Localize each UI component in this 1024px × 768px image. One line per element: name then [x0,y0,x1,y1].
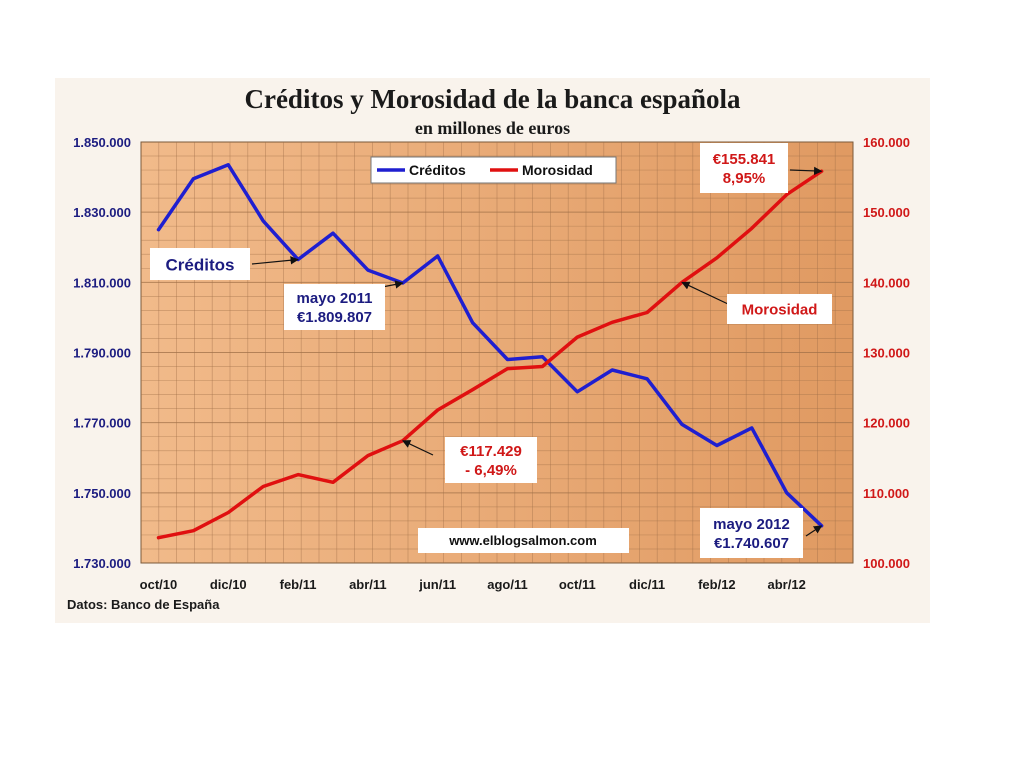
right-tick-label: 100.000 [863,556,910,571]
annotation-text: €117.429 [460,443,522,460]
annotation-box [727,294,832,324]
annotation-box [150,248,250,280]
left-axis-ticks: 1.730.000 1.750.000 1.770.000 1.790.000 1.81… [73,135,131,571]
data-source: Datos: Banco de España [67,597,220,612]
right-tick-label: 120.000 [863,416,910,431]
annotation-text: Morosidad [742,302,818,319]
annotation-credit-end: mayo 2012 €1.740.607 [700,508,823,558]
annotations: Créditos mayo 2011 €1.809.807 €117.429 - 6,4… [150,143,832,558]
x-tick-label: abr/12 [768,577,806,592]
annotation-arrow [402,440,434,456]
x-tick-label: dic/11 [629,577,665,592]
x-tick-label: ago/11 [487,577,527,592]
annotation-box [700,143,788,193]
right-tick-label: 160.000 [863,135,910,150]
annotation-arrow [789,166,823,176]
right-axis-ticks: 100.000 110.000 120.000 130.000 140.000 150.0… [863,135,910,571]
annotation-arrow [681,281,729,305]
left-tick-label: 1.850.000 [73,135,131,150]
chart-subtitle: en millones de euros [414,118,571,138]
right-tick-label: 150.000 [863,205,910,220]
annotation-text: mayo 2011 [297,290,373,307]
annotation-credit-may11: mayo 2011 €1.809.807 [284,280,404,330]
annotation-text: - 6,49% [465,462,517,479]
left-tick-label: 1.830.000 [73,205,131,220]
right-tick-label: 140.000 [863,275,910,290]
annotation-arrow [251,256,299,265]
x-tick-label: oct/10 [140,577,178,592]
annotation-text: Créditos [166,256,235,275]
x-axis-ticks: oct/10 dic/10 feb/11 abr/11 jun/11 ago/11 oct/… [140,577,806,592]
left-tick-label: 1.730.000 [73,556,131,571]
annotation-moro-may11: €117.429 - 6,49% [402,437,537,483]
left-tick-label: 1.810.000 [73,275,131,290]
annotation-box [445,437,537,483]
watermark: www.elblogsalmon.com [418,528,629,553]
left-tick-label: 1.750.000 [73,486,131,501]
x-tick-label: feb/12 [698,577,736,592]
annotation-text: mayo 2012 [713,516,790,533]
x-tick-label: dic/10 [210,577,247,592]
horizontal-gridlines [141,155,853,550]
chart-title: Créditos y Morosidad de la banca español… [244,84,741,114]
right-tick-label: 110.000 [863,486,909,501]
annotation-text: €1.809.807 [297,309,372,326]
left-tick-label: 1.770.000 [73,416,131,431]
annotation-text: €1.740.607 [714,535,789,552]
x-tick-label: abr/11 [349,577,387,592]
watermark-box [418,528,629,553]
annotation-text: 8,95% [723,170,766,187]
watermark-text: www.elblogsalmon.com [448,533,597,548]
legend-label-morosidad: Morosidad [522,162,593,178]
annotation-box [700,508,803,558]
legend-label-creditos: Créditos [409,162,466,178]
series-line-morosidad [156,169,824,540]
annotation-arrow [805,525,823,537]
x-tick-label: feb/11 [280,577,317,592]
x-tick-label: jun/11 [418,577,456,592]
annotation-moro-label: Morosidad [681,281,832,324]
annotation-box [284,284,385,330]
right-tick-label: 130.000 [863,346,910,361]
x-tick-label: oct/11 [559,577,596,592]
annotation-moro-end: €155.841 8,95% [700,143,823,193]
annotation-text: €155.841 [713,151,776,168]
legend: Créditos Morosidad [370,156,617,184]
series-line-créditos [156,163,824,528]
series-lines [156,163,824,540]
left-tick-label: 1.790.000 [73,346,131,361]
annotation-creditos-label: Créditos [150,248,299,280]
